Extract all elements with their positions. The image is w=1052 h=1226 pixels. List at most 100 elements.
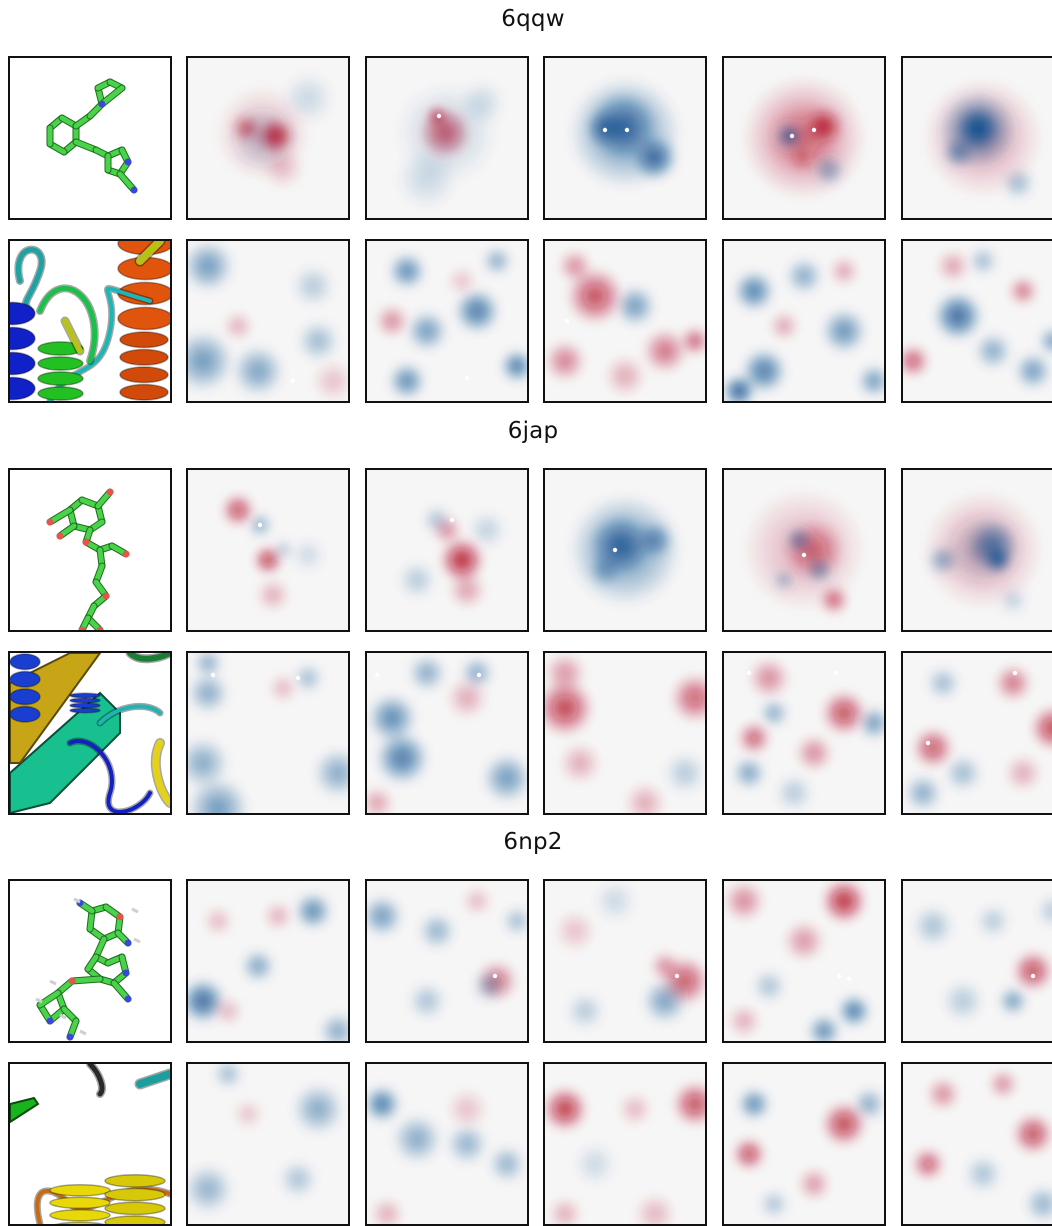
ribbon <box>127 653 170 662</box>
heatmap-singularity <box>449 517 455 523</box>
bond <box>73 139 99 153</box>
protein-heatmap-1 <box>186 1062 350 1226</box>
heatmap-drawing <box>188 881 348 1041</box>
heatmap-drawing <box>545 58 705 218</box>
heatmap-singularity <box>602 127 608 133</box>
heatmap-singularity <box>801 552 807 558</box>
heatmap-blob <box>273 540 293 560</box>
heatmap-singularity <box>746 670 752 676</box>
heatmap-drawing <box>545 241 705 401</box>
heatmap-singularity <box>1030 973 1036 979</box>
ligand-heatmap-4 <box>722 56 886 220</box>
heatmap-blob <box>651 952 679 980</box>
heatmap-drawing <box>367 470 527 630</box>
heatmap-blob <box>637 522 673 558</box>
ligand-heatmap-1 <box>186 56 350 220</box>
heatmap-blob <box>367 896 402 936</box>
hydrogen-bond <box>79 1029 87 1036</box>
bond <box>117 171 137 193</box>
heatmap-blob <box>822 1102 866 1146</box>
heatmap-blob <box>214 1064 242 1088</box>
heatmap-blob <box>295 893 331 929</box>
heatmap-singularity <box>674 973 680 979</box>
heatmap-singularity <box>492 973 498 979</box>
heatmap-blob <box>567 268 623 324</box>
heatmap-blob <box>242 950 274 982</box>
heatmap-blob <box>463 887 491 915</box>
heatmap-blob <box>785 526 813 554</box>
heatmap-blob <box>633 136 677 180</box>
protein-heatmap-2 <box>365 239 529 403</box>
heatmap-blob <box>858 707 884 739</box>
atom <box>46 1017 54 1025</box>
helix-turn <box>37 356 84 371</box>
hydrogen-bond <box>73 897 81 904</box>
helix-turn <box>37 341 84 356</box>
heatmap-blob <box>749 658 789 698</box>
heatmap-blob <box>257 579 289 611</box>
helix-turn <box>10 653 41 671</box>
heatmap-drawing <box>724 1064 884 1224</box>
protein-cartoon-image <box>8 1062 172 1226</box>
helix-turn <box>117 306 170 331</box>
heatmap-drawing <box>188 1064 348 1224</box>
heatmap-blob <box>232 114 260 142</box>
bond <box>99 85 125 107</box>
ribbon <box>136 241 164 265</box>
heatmap-blob <box>724 375 755 401</box>
atom <box>124 995 132 1003</box>
heatmap-singularity <box>295 675 301 681</box>
beta-strand <box>10 691 121 813</box>
bond <box>85 954 99 972</box>
helix-turn <box>119 383 169 401</box>
heatmap-blob <box>681 327 705 355</box>
heatmap-blob <box>903 345 929 377</box>
helix-turn <box>69 707 101 714</box>
heatmap-blob <box>760 1190 788 1218</box>
heatmap-blob <box>927 544 959 576</box>
atom <box>116 913 124 921</box>
heatmap-blob <box>942 137 974 169</box>
protein-heatmap-5 <box>901 651 1052 815</box>
heatmap-blob <box>989 1070 1017 1098</box>
heatmap-blob <box>1031 706 1052 750</box>
heatmap-blob <box>376 305 408 337</box>
heatmap-singularity <box>436 113 442 119</box>
helix-turn <box>49 1183 111 1197</box>
heatmap-blob <box>858 365 884 397</box>
heatmap-blob <box>913 906 953 946</box>
helix-turn <box>10 301 36 326</box>
heatmap-singularity <box>1012 670 1018 676</box>
heatmap-drawing <box>188 58 348 218</box>
heatmap-blob <box>473 970 505 1002</box>
heatmap-drawing <box>188 470 348 630</box>
group-title-6np2: 6np2 <box>503 829 563 855</box>
heatmap-blob <box>407 311 447 351</box>
heatmap-blob <box>503 907 527 935</box>
bond <box>69 976 103 984</box>
heatmap-drawing <box>367 1064 527 1224</box>
protein-heatmap-1 <box>186 651 350 815</box>
heatmap-blob <box>188 778 248 813</box>
heatmap-blob <box>1025 1186 1052 1222</box>
protein-heatmap-2 <box>365 1062 529 1226</box>
heatmap-blob <box>460 81 504 125</box>
heatmap-blob <box>1013 1114 1052 1154</box>
heatmap-singularity <box>564 318 570 324</box>
heatmap-blob <box>280 1161 316 1197</box>
helix-turn <box>104 1174 166 1188</box>
heatmap-blob <box>320 1013 348 1041</box>
ligand-structure-image <box>8 56 172 220</box>
ligand-heatmap-5 <box>901 468 1052 632</box>
atom <box>82 538 90 546</box>
heatmap-blob <box>567 993 603 1029</box>
heatmap-blob <box>559 250 591 282</box>
heatmap-blob <box>1015 353 1051 389</box>
helix-turn <box>69 697 101 704</box>
heatmap-blob <box>830 257 858 285</box>
heatmap-blob <box>589 554 621 586</box>
helix-turn <box>10 351 36 376</box>
bond <box>47 507 73 525</box>
heatmap-blob <box>934 292 982 340</box>
heatmap-drawing <box>903 241 1052 401</box>
